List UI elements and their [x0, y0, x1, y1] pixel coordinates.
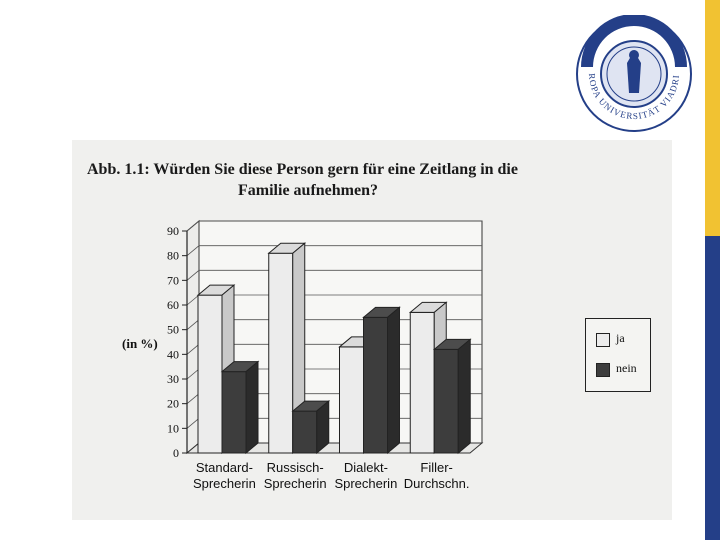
bar-side-nein-0 — [245, 360, 259, 455]
gridline — [186, 269, 482, 281]
legend-swatch-nein — [596, 363, 610, 377]
y-tick-label: 80 — [167, 249, 179, 263]
bar-nein-3 — [433, 348, 459, 454]
legend-label-nein: nein — [616, 361, 637, 375]
x-category-label: Filler- — [420, 460, 453, 475]
legend-label-ja: ja — [616, 331, 625, 345]
x-category-label: Sprecherin — [193, 476, 256, 491]
bar-side-nein-1 — [316, 399, 330, 455]
university-seal-logo: EUROPA UNIVERSITÄT VIADRINA — [575, 15, 692, 132]
bar-ja-1 — [268, 252, 294, 454]
x-category-label: Dialekt- — [344, 460, 388, 475]
bar-ja-0 — [197, 294, 223, 454]
x-category-label: Russisch- — [267, 460, 324, 475]
y-tick-label: 20 — [167, 397, 179, 411]
y-axis-label: (in %) — [122, 336, 158, 351]
figure-title-line-1: Abb. 1.1: Würden Sie diese Person gern f… — [87, 161, 518, 178]
legend-swatch-ja — [596, 333, 610, 347]
y-tick-label: 60 — [167, 298, 179, 312]
bar-nein-0 — [221, 371, 247, 454]
gridline — [186, 220, 482, 232]
y-tick-label: 0 — [173, 446, 179, 460]
bar-ja-2 — [339, 346, 364, 454]
accent-bar-yellow — [705, 0, 720, 236]
chart-side-wall — [186, 219, 200, 455]
y-tick-label: 10 — [167, 421, 179, 435]
bar-side-nein-3 — [457, 338, 471, 455]
gridline — [186, 245, 482, 256]
x-category-label: Sprecherin — [334, 476, 397, 491]
y-tick-label: 50 — [167, 323, 179, 337]
bar-side-nein-2 — [387, 306, 400, 455]
x-category-label: Durchschn. — [404, 476, 470, 491]
accent-bar-blue — [705, 236, 720, 540]
x-category-label: Sprecherin — [264, 476, 327, 491]
bar-nein-1 — [292, 410, 318, 454]
y-tick-label: 90 — [167, 224, 179, 238]
y-tick-label: 40 — [167, 347, 179, 361]
chart-legend: ja nein — [585, 318, 651, 392]
y-tick-label: 30 — [167, 372, 179, 386]
figure-title-line-2: Familie aufnehmen? — [238, 182, 378, 199]
x-category-label: Standard- — [196, 460, 253, 475]
bar-ja-3 — [409, 311, 435, 454]
y-tick-label: 70 — [167, 273, 179, 287]
bar-nein-2 — [363, 316, 388, 454]
